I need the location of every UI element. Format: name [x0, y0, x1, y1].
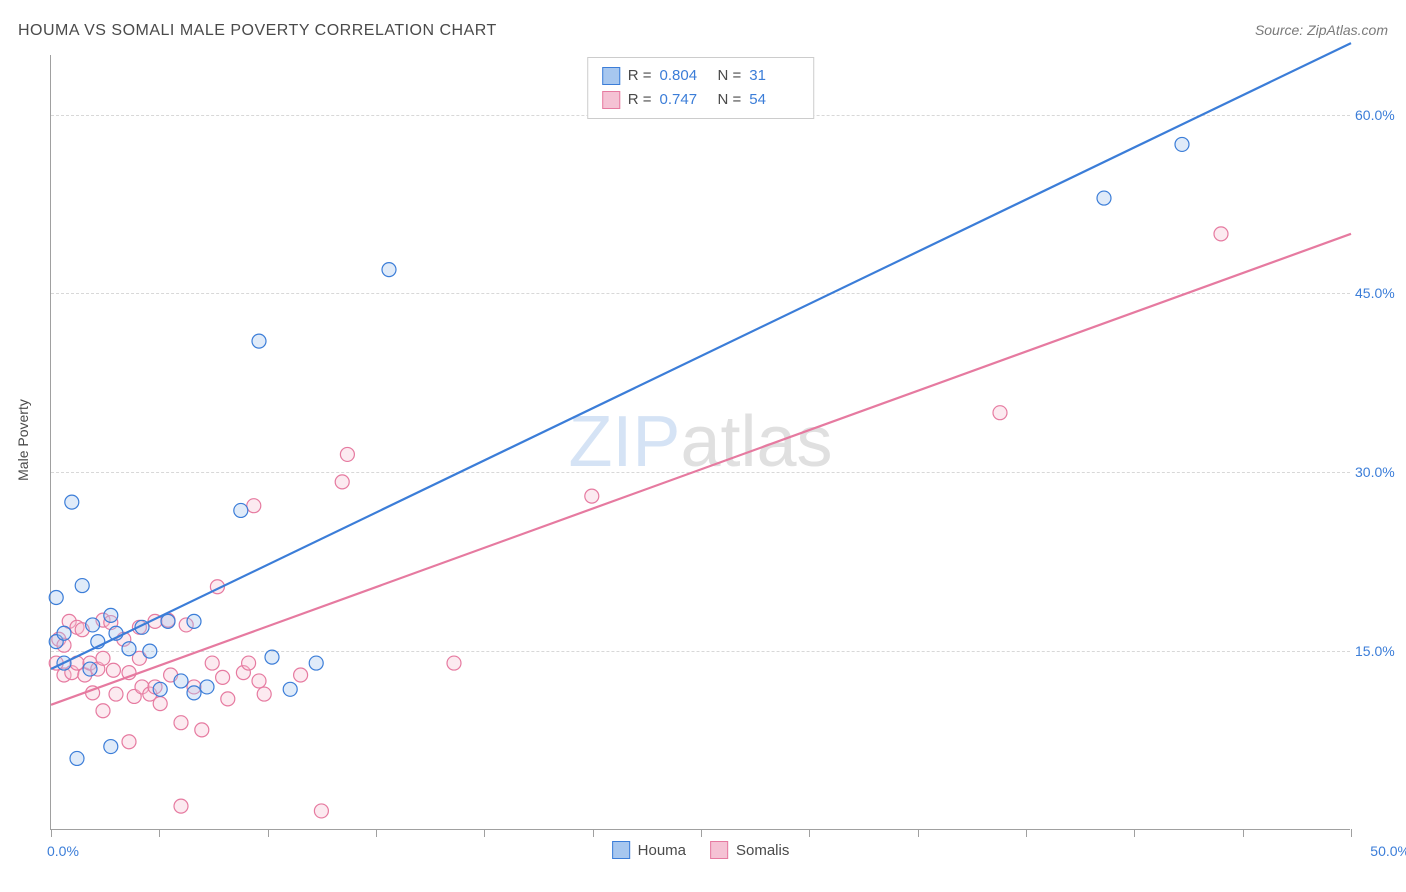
scatter-point — [1097, 191, 1111, 205]
scatter-point — [447, 656, 461, 670]
legend-r-value-somalis: 0.747 — [660, 88, 710, 112]
scatter-point — [195, 723, 209, 737]
x-tick — [701, 829, 702, 837]
scatter-point — [234, 503, 248, 517]
x-tick — [268, 829, 269, 837]
legend-row-somalis: R = 0.747 N = 54 — [602, 88, 800, 112]
x-tick — [593, 829, 594, 837]
scatter-point — [96, 704, 110, 718]
scatter-point — [174, 799, 188, 813]
x-tick — [484, 829, 485, 837]
legend-n-value-houma: 31 — [749, 64, 799, 88]
legend-swatch-somalis-bottom — [710, 841, 728, 859]
y-tick-label: 15.0% — [1355, 643, 1406, 659]
scatter-point — [153, 682, 167, 696]
x-tick — [918, 829, 919, 837]
scatter-point — [205, 656, 219, 670]
scatter-point — [1214, 227, 1228, 241]
x-tick — [1134, 829, 1135, 837]
scatter-point — [242, 656, 256, 670]
scatter-point — [65, 495, 79, 509]
x-tick — [159, 829, 160, 837]
scatter-point — [122, 735, 136, 749]
legend-n-value-somalis: 54 — [749, 88, 799, 112]
scatter-point — [216, 670, 230, 684]
scatter-point — [335, 475, 349, 489]
scatter-point — [109, 687, 123, 701]
scatter-point — [122, 642, 136, 656]
x-tick-label-min: 0.0% — [47, 843, 79, 859]
legend-r-label: R = — [628, 64, 652, 88]
source-attribution: Source: ZipAtlas.com — [1255, 22, 1388, 38]
legend-n-label: N = — [718, 64, 742, 88]
scatter-point — [174, 674, 188, 688]
x-tick — [809, 829, 810, 837]
scatter-point — [143, 644, 157, 658]
scatter-point — [1175, 137, 1189, 151]
legend-row-houma: R = 0.804 N = 31 — [602, 64, 800, 88]
scatter-point — [187, 686, 201, 700]
series-somalis — [49, 227, 1228, 818]
legend-item-houma: Houma — [612, 841, 686, 859]
x-tick — [1351, 829, 1352, 837]
scatter-point — [340, 447, 354, 461]
scatter-point — [283, 682, 297, 696]
scatter-plot-svg — [51, 55, 1350, 829]
x-tick — [376, 829, 377, 837]
legend-n-label: N = — [718, 88, 742, 112]
scatter-point — [382, 263, 396, 277]
y-tick-label: 45.0% — [1355, 285, 1406, 301]
legend-swatch-houma-bottom — [612, 841, 630, 859]
scatter-point — [252, 334, 266, 348]
trendline-houma — [51, 43, 1351, 669]
chart-title: HOUMA VS SOMALI MALE POVERTY CORRELATION… — [18, 22, 497, 40]
scatter-point — [104, 608, 118, 622]
scatter-point — [83, 662, 97, 676]
legend-item-somalis: Somalis — [710, 841, 789, 859]
scatter-point — [265, 650, 279, 664]
x-tick — [1243, 829, 1244, 837]
legend-r-value-houma: 0.804 — [660, 64, 710, 88]
legend-swatch-somalis — [602, 91, 620, 109]
scatter-point — [70, 751, 84, 765]
scatter-point — [294, 668, 308, 682]
scatter-point — [314, 804, 328, 818]
series-legend: Houma Somalis — [612, 841, 790, 859]
correlation-legend-box: R = 0.804 N = 31 R = 0.747 N = 54 — [587, 57, 815, 119]
scatter-point — [75, 579, 89, 593]
x-tick — [51, 829, 52, 837]
scatter-point — [187, 614, 201, 628]
scatter-point — [49, 591, 63, 605]
scatter-point — [86, 618, 100, 632]
x-tick-label-max: 50.0% — [1370, 843, 1406, 859]
scatter-point — [153, 697, 167, 711]
trendline-somalis — [51, 234, 1351, 705]
scatter-point — [57, 626, 71, 640]
scatter-point — [200, 680, 214, 694]
scatter-point — [993, 406, 1007, 420]
x-tick — [1026, 829, 1027, 837]
legend-label-houma: Houma — [638, 842, 686, 859]
scatter-point — [106, 663, 120, 677]
scatter-point — [585, 489, 599, 503]
legend-swatch-houma — [602, 67, 620, 85]
scatter-point — [104, 740, 118, 754]
scatter-point — [174, 716, 188, 730]
legend-label-somalis: Somalis — [736, 842, 789, 859]
scatter-point — [96, 651, 110, 665]
trendlines — [51, 43, 1351, 705]
y-tick-label: 30.0% — [1355, 464, 1406, 480]
scatter-point — [221, 692, 235, 706]
y-axis-label: Male Poverty — [15, 399, 31, 481]
plot-area: ZIPatlas 15.0%30.0%45.0%60.0% R = 0.804 … — [50, 55, 1350, 830]
y-tick-label: 60.0% — [1355, 107, 1406, 123]
scatter-point — [257, 687, 271, 701]
scatter-point — [309, 656, 323, 670]
legend-r-label: R = — [628, 88, 652, 112]
scatter-point — [161, 614, 175, 628]
scatter-point — [247, 499, 261, 513]
scatter-point — [252, 674, 266, 688]
